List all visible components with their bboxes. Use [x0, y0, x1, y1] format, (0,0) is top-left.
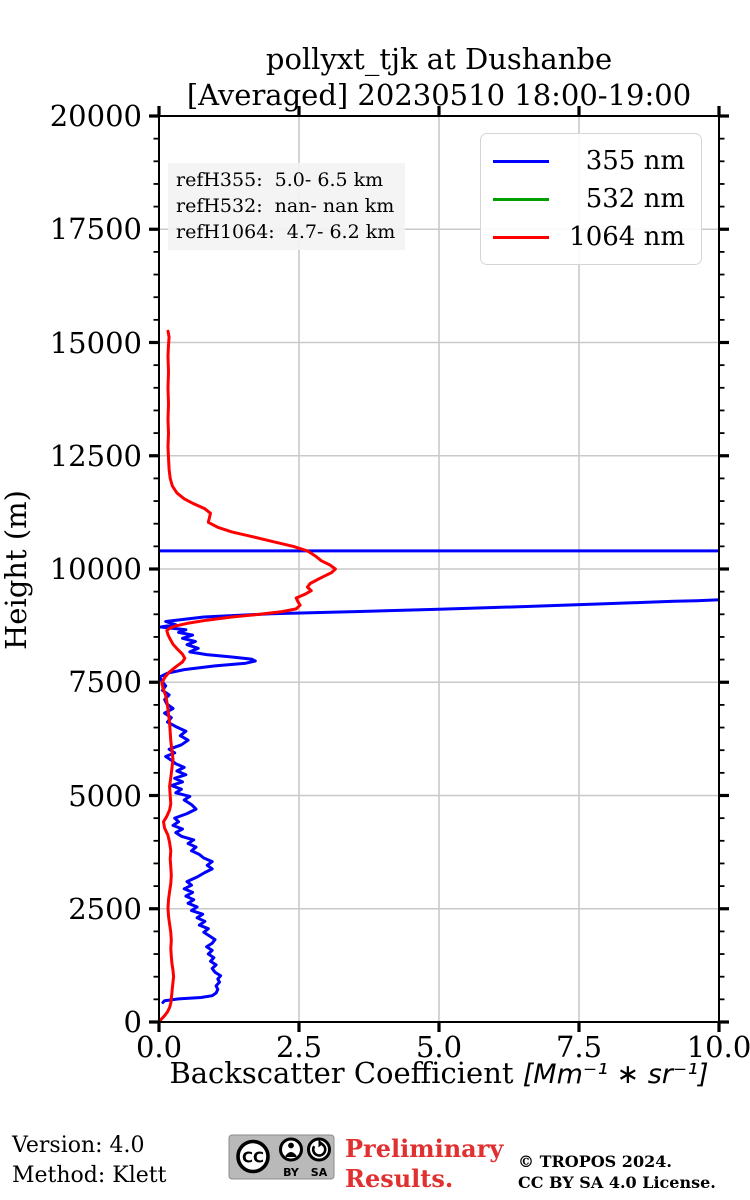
y-tick-label: 15000 — [49, 325, 142, 360]
legend-item: 1064 nm — [493, 218, 691, 256]
y-axis-label: Height (m) — [0, 490, 33, 650]
x-axis-label-text: Backscatter Coefficient — [169, 1056, 523, 1090]
legend-label: 1064 nm — [569, 222, 685, 252]
legend-line-swatch — [493, 159, 549, 163]
x-axis-label: Backscatter Coefficient [Mm⁻¹ ∗ sr⁻¹] — [109, 1056, 750, 1090]
y-tick-label: 7500 — [68, 665, 142, 700]
y-tick-label: 12500 — [49, 438, 142, 473]
cc-circle-icon — [236, 1139, 270, 1174]
version-text: Version: 4.0 — [12, 1133, 145, 1158]
axis-ticks — [149, 106, 729, 1032]
reference-height-annotation: refH355: 5.0- 6.5 km refH532: nan- nan k… — [168, 163, 406, 250]
data-curves — [158, 329, 720, 1023]
y-tick-label: 2500 — [68, 891, 142, 926]
y-tick-label: 5000 — [68, 778, 142, 813]
by-person-body — [285, 1152, 297, 1157]
x-tick-label: 7.5 — [555, 1030, 603, 1064]
by-person-head — [288, 1142, 294, 1149]
preliminary-line2: Results. — [345, 1164, 454, 1193]
legend-item: 532 nm — [493, 180, 691, 218]
legend-label: 355 nm — [585, 146, 685, 176]
y-tick-label: 20000 — [49, 99, 142, 133]
copyright-line1: © TROPOS 2024. — [518, 1152, 672, 1171]
method-text: Method: Klett — [12, 1163, 167, 1188]
legend-item: 355 nm — [493, 142, 691, 180]
copyright-line2: CC BY SA 4.0 License. — [518, 1173, 716, 1192]
by-label: BY — [283, 1166, 300, 1179]
x-tick-label: 10.0 — [686, 1030, 750, 1064]
by-person-icon — [279, 1137, 303, 1162]
sa-label: SA — [311, 1166, 328, 1179]
legend-label: 532 nm — [585, 184, 685, 214]
x-axis-label-units: [Mm⁻¹ ∗ sr⁻¹] — [522, 1059, 709, 1090]
legend: 355 nm 532 nm 1064 nm — [480, 133, 702, 265]
cc-circle-label: CC — [242, 1149, 264, 1167]
sa-arrow-arc — [311, 1142, 327, 1157]
x-tick-label: 0.0 — [135, 1030, 183, 1064]
x-tick-label: 5.0 — [415, 1030, 463, 1064]
curve-1064nm — [158, 329, 337, 1023]
refh-1064: refH1064: 4.7- 6.2 km — [176, 221, 396, 243]
preliminary-results-note: Preliminary Results. — [345, 1134, 503, 1194]
legend-line-swatch — [493, 235, 549, 239]
legend-line-swatch — [493, 197, 549, 201]
y-tick-label: 17500 — [49, 212, 142, 247]
x-tick-label: 2.5 — [275, 1030, 323, 1064]
refh-355: refH355: 5.0- 6.5 km — [176, 169, 384, 191]
cc-by-sa-badge: CC BY SA — [228, 1134, 335, 1180]
curve-355nm — [158, 598, 720, 1004]
refh-532: refH532: nan- nan km — [176, 195, 395, 217]
figure-title: pollyxt_tjk at Dushanbe — [265, 42, 613, 76]
y-tick-label: 10000 — [49, 552, 142, 586]
preliminary-line1: Preliminary — [345, 1134, 504, 1163]
sa-arrow-head — [318, 1139, 324, 1148]
y-tick-label: 0 — [123, 1005, 142, 1039]
